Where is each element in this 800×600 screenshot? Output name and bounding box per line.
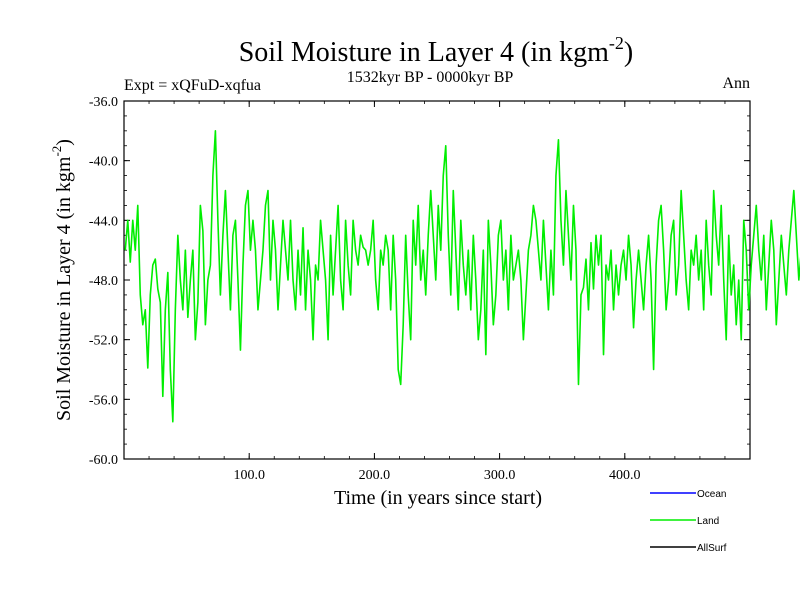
y-axis-label-superscript: -2 — [49, 146, 64, 157]
y-tick-label: -36.0 — [89, 95, 118, 110]
x-tick-label: 200.0 — [359, 468, 391, 483]
y-tick-label: -56.0 — [89, 393, 118, 408]
chart-title: Soil Moisture in Layer 4 (in kgm-2) — [239, 33, 634, 68]
x-tick-label: 100.0 — [233, 468, 265, 483]
y-tick-label: -52.0 — [89, 334, 118, 349]
y-tick-label: -40.0 — [89, 155, 118, 170]
y-tick-label: -48.0 — [89, 274, 118, 289]
x-tick-label: 300.0 — [484, 468, 516, 483]
legend-label-land: Land — [697, 516, 719, 527]
y-axis-label: Soil Moisture in Layer 4 (in kgm-2) — [49, 139, 75, 421]
series-layer — [124, 130, 800, 423]
x-axis-label: Time (in years since start) — [334, 487, 542, 509]
subtitle-center: 1532kyr BP - 0000kyr BP — [347, 69, 514, 86]
subtitle-right: Ann — [722, 75, 750, 92]
subtitle-left: Expt = xQFuD-xqfua — [124, 77, 261, 94]
y-axis-label-close: ) — [53, 139, 75, 146]
y-tick-label: -60.0 — [89, 453, 118, 468]
legend-label-ocean: Ocean — [697, 489, 726, 500]
legend: Ocean Land AllSurf — [650, 489, 727, 554]
series-line-land — [124, 130, 800, 423]
x-tick-label: 400.0 — [609, 468, 641, 483]
x-axis: 100.0 200.0 300.0 400.0 — [148, 101, 726, 483]
y-tick-label: -44.0 — [89, 214, 118, 229]
legend-label-allsurf: AllSurf — [697, 543, 727, 554]
chart-title-superscript: -2 — [609, 33, 624, 53]
y-axis: -36.0 -40.0 -44.0 -48.0 -52.0 -56.0 -60.0 — [89, 95, 750, 468]
chart-title-close: ) — [624, 37, 633, 68]
